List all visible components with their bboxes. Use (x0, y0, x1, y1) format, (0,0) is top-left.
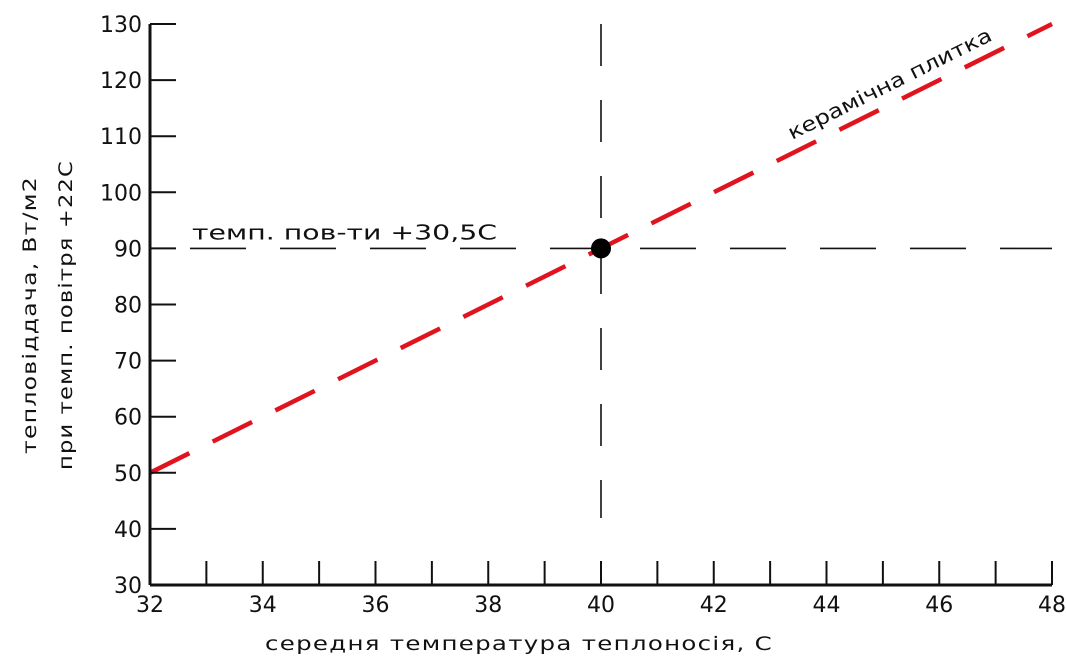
y-tick-label: 50 (114, 462, 142, 487)
x-tick-label: 36 (362, 593, 390, 618)
y-tick-label: 100 (100, 181, 142, 206)
ticks (149, 23, 1053, 586)
series-label: керамічна плитка (784, 23, 996, 145)
x-tick-label: 40 (587, 593, 615, 618)
y-tick-label: 130 (100, 13, 142, 38)
points-layer (591, 238, 611, 259)
y-axis-title-line1: тепловіддача, Вт/м2 (19, 176, 41, 454)
reference-line-label: темп. пов-ти +30,5С (192, 220, 497, 244)
reference-lines (190, 24, 1052, 518)
y-tick-label: 90 (114, 237, 142, 262)
x-tick-label: 32 (136, 593, 164, 618)
y-axis-title-line2: при темп. повітря +22С (55, 160, 77, 470)
x-tick-label: 46 (925, 593, 953, 618)
y-tick-label: 120 (100, 69, 142, 94)
x-tick-label: 44 (813, 593, 841, 618)
annotations: темп. пов-ти +30,5С керамічна плитка (192, 23, 996, 245)
x-axis-title: середня температура теплоносія, С (265, 633, 773, 655)
y-tick-label: 30 (114, 574, 142, 599)
y-tick-label: 110 (100, 125, 142, 150)
x-tick-label: 48 (1038, 593, 1066, 618)
y-tick-label: 80 (114, 294, 142, 319)
x-tick-label: 34 (249, 593, 277, 618)
x-tick-label: 38 (474, 593, 502, 618)
y-tick-label: 40 (114, 518, 142, 543)
y-tick-label: 60 (114, 406, 142, 431)
y-tick-label: 70 (114, 350, 142, 375)
x-tick-label: 42 (700, 593, 728, 618)
tick-labels: 30 40 50 60 70 80 90 100 110 120 130 32 34 36 38 40 42 44… (100, 13, 1066, 618)
highlight-point (591, 238, 611, 259)
